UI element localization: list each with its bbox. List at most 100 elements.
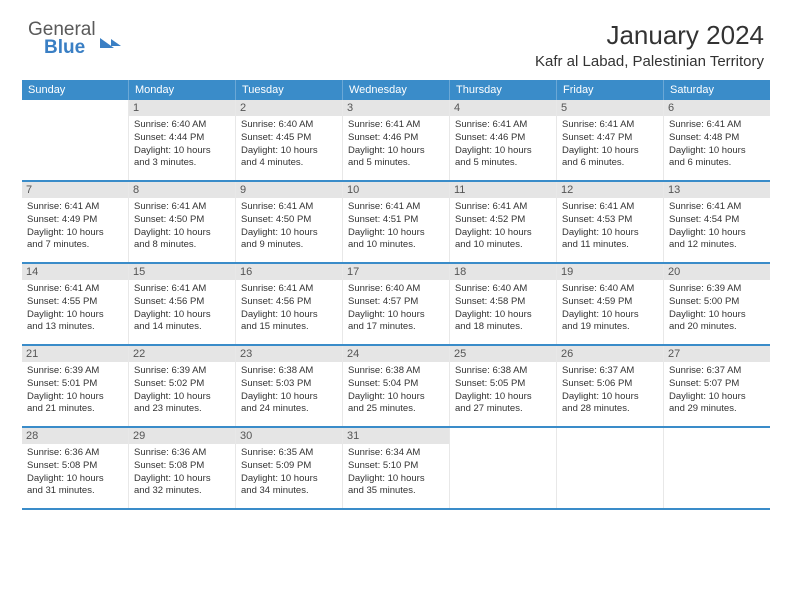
day-info-line: and 10 minutes. bbox=[455, 239, 551, 252]
day-number: 27 bbox=[664, 346, 770, 362]
day-info-line: Sunset: 4:54 PM bbox=[669, 214, 765, 227]
day-number bbox=[664, 428, 770, 432]
day-info-line: Sunset: 5:04 PM bbox=[348, 378, 444, 391]
day-info-line: Daylight: 10 hours bbox=[455, 391, 551, 404]
day-info-line: Daylight: 10 hours bbox=[241, 391, 337, 404]
day-info: Sunrise: 6:39 AMSunset: 5:00 PMDaylight:… bbox=[669, 283, 765, 334]
day-cell bbox=[450, 428, 557, 508]
header: General Blue January 2024 Kafr al Labad,… bbox=[0, 0, 792, 74]
day-number: 16 bbox=[236, 264, 342, 280]
day-info-line: Sunrise: 6:36 AM bbox=[27, 447, 123, 460]
weekday-header: Saturday bbox=[664, 80, 770, 100]
day-info-line: Sunset: 4:45 PM bbox=[241, 132, 337, 145]
day-cell: 14Sunrise: 6:41 AMSunset: 4:55 PMDayligh… bbox=[22, 264, 129, 344]
day-info-line: and 11 minutes. bbox=[562, 239, 658, 252]
day-info-line: Sunrise: 6:41 AM bbox=[562, 119, 658, 132]
day-info: Sunrise: 6:41 AMSunset: 4:54 PMDaylight:… bbox=[669, 201, 765, 252]
day-info: Sunrise: 6:35 AMSunset: 5:09 PMDaylight:… bbox=[241, 447, 337, 498]
day-cell: 15Sunrise: 6:41 AMSunset: 4:56 PMDayligh… bbox=[129, 264, 236, 344]
day-info-line: Sunrise: 6:34 AM bbox=[348, 447, 444, 460]
day-info-line: Daylight: 10 hours bbox=[669, 391, 765, 404]
day-info: Sunrise: 6:36 AMSunset: 5:08 PMDaylight:… bbox=[134, 447, 230, 498]
day-info-line: Daylight: 10 hours bbox=[455, 145, 551, 158]
day-info-line: and 5 minutes. bbox=[348, 157, 444, 170]
day-cell: 31Sunrise: 6:34 AMSunset: 5:10 PMDayligh… bbox=[343, 428, 450, 508]
day-info: Sunrise: 6:40 AMSunset: 4:58 PMDaylight:… bbox=[455, 283, 551, 334]
day-number bbox=[22, 100, 128, 104]
day-number: 12 bbox=[557, 182, 663, 198]
day-info-line: Sunset: 4:53 PM bbox=[562, 214, 658, 227]
day-number: 31 bbox=[343, 428, 449, 444]
day-info-line: and 19 minutes. bbox=[562, 321, 658, 334]
day-info-line: Sunset: 4:58 PM bbox=[455, 296, 551, 309]
day-cell: 17Sunrise: 6:40 AMSunset: 4:57 PMDayligh… bbox=[343, 264, 450, 344]
logo-triangle-icon bbox=[100, 38, 114, 48]
logo-line2: Blue bbox=[28, 38, 96, 57]
day-number: 14 bbox=[22, 264, 128, 280]
day-cell: 29Sunrise: 6:36 AMSunset: 5:08 PMDayligh… bbox=[129, 428, 236, 508]
day-number: 10 bbox=[343, 182, 449, 198]
day-info-line: Sunset: 4:46 PM bbox=[455, 132, 551, 145]
day-number: 11 bbox=[450, 182, 556, 198]
day-number: 21 bbox=[22, 346, 128, 362]
day-info-line: Sunset: 5:01 PM bbox=[27, 378, 123, 391]
week-row: 7Sunrise: 6:41 AMSunset: 4:49 PMDaylight… bbox=[22, 182, 770, 264]
day-info-line: and 14 minutes. bbox=[134, 321, 230, 334]
day-info-line: Daylight: 10 hours bbox=[348, 227, 444, 240]
day-info-line: and 7 minutes. bbox=[27, 239, 123, 252]
day-info-line: and 17 minutes. bbox=[348, 321, 444, 334]
day-info: Sunrise: 6:41 AMSunset: 4:51 PMDaylight:… bbox=[348, 201, 444, 252]
weekday-header: Sunday bbox=[22, 80, 129, 100]
day-number: 25 bbox=[450, 346, 556, 362]
day-info-line: and 9 minutes. bbox=[241, 239, 337, 252]
day-info-line: Sunrise: 6:40 AM bbox=[241, 119, 337, 132]
day-info: Sunrise: 6:41 AMSunset: 4:56 PMDaylight:… bbox=[241, 283, 337, 334]
day-number: 13 bbox=[664, 182, 770, 198]
day-info-line: Sunrise: 6:41 AM bbox=[27, 201, 123, 214]
weeks-container: 1Sunrise: 6:40 AMSunset: 4:44 PMDaylight… bbox=[22, 100, 770, 510]
day-info-line: and 12 minutes. bbox=[669, 239, 765, 252]
logo: General Blue bbox=[28, 20, 114, 57]
day-info-line: and 10 minutes. bbox=[348, 239, 444, 252]
day-cell: 26Sunrise: 6:37 AMSunset: 5:06 PMDayligh… bbox=[557, 346, 664, 426]
day-info-line: Sunrise: 6:40 AM bbox=[348, 283, 444, 296]
day-info-line: and 20 minutes. bbox=[669, 321, 765, 334]
day-number: 17 bbox=[343, 264, 449, 280]
day-info: Sunrise: 6:37 AMSunset: 5:07 PMDaylight:… bbox=[669, 365, 765, 416]
day-info: Sunrise: 6:40 AMSunset: 4:44 PMDaylight:… bbox=[134, 119, 230, 170]
day-info-line: Sunrise: 6:41 AM bbox=[669, 119, 765, 132]
day-info-line: Daylight: 10 hours bbox=[134, 391, 230, 404]
day-info-line: Daylight: 10 hours bbox=[134, 227, 230, 240]
day-cell: 28Sunrise: 6:36 AMSunset: 5:08 PMDayligh… bbox=[22, 428, 129, 508]
day-info-line: Daylight: 10 hours bbox=[27, 309, 123, 322]
day-info-line: Sunset: 4:56 PM bbox=[241, 296, 337, 309]
day-info-line: Sunrise: 6:38 AM bbox=[348, 365, 444, 378]
weekday-header: Tuesday bbox=[236, 80, 343, 100]
day-cell: 6 Sunrise: 6:41 AMSunset: 4:48 PMDaylight… bbox=[664, 100, 770, 180]
day-info-line: Daylight: 10 hours bbox=[669, 145, 765, 158]
day-info-line: Sunrise: 6:40 AM bbox=[134, 119, 230, 132]
weekday-header-row: Sunday Monday Tuesday Wednesday Thursday… bbox=[22, 80, 770, 100]
day-info-line: Sunset: 4:48 PM bbox=[669, 132, 765, 145]
day-info: Sunrise: 6:41 AMSunset: 4:50 PMDaylight:… bbox=[134, 201, 230, 252]
day-number: 18 bbox=[450, 264, 556, 280]
day-info-line: Sunrise: 6:36 AM bbox=[134, 447, 230, 460]
day-info-line: and 23 minutes. bbox=[134, 403, 230, 416]
day-info: Sunrise: 6:38 AMSunset: 5:05 PMDaylight:… bbox=[455, 365, 551, 416]
day-number: 19 bbox=[557, 264, 663, 280]
day-cell: 9Sunrise: 6:41 AMSunset: 4:50 PMDaylight… bbox=[236, 182, 343, 262]
day-info-line: and 8 minutes. bbox=[134, 239, 230, 252]
day-info-line: Daylight: 10 hours bbox=[348, 473, 444, 486]
day-info-line: Sunset: 4:51 PM bbox=[348, 214, 444, 227]
week-row: 1Sunrise: 6:40 AMSunset: 4:44 PMDaylight… bbox=[22, 100, 770, 182]
day-info-line: Sunrise: 6:41 AM bbox=[241, 201, 337, 214]
day-number bbox=[450, 428, 556, 432]
day-number: 7 bbox=[22, 182, 128, 198]
day-info-line: Daylight: 10 hours bbox=[562, 309, 658, 322]
day-number: 6 bbox=[664, 100, 770, 116]
day-cell: 13 Sunrise: 6:41 AMSunset: 4:54 PMDayligh… bbox=[664, 182, 770, 262]
day-cell: 24Sunrise: 6:38 AMSunset: 5:04 PMDayligh… bbox=[343, 346, 450, 426]
day-info-line: Sunrise: 6:38 AM bbox=[241, 365, 337, 378]
day-cell: 30Sunrise: 6:35 AMSunset: 5:09 PMDayligh… bbox=[236, 428, 343, 508]
day-info-line: Sunrise: 6:41 AM bbox=[348, 201, 444, 214]
